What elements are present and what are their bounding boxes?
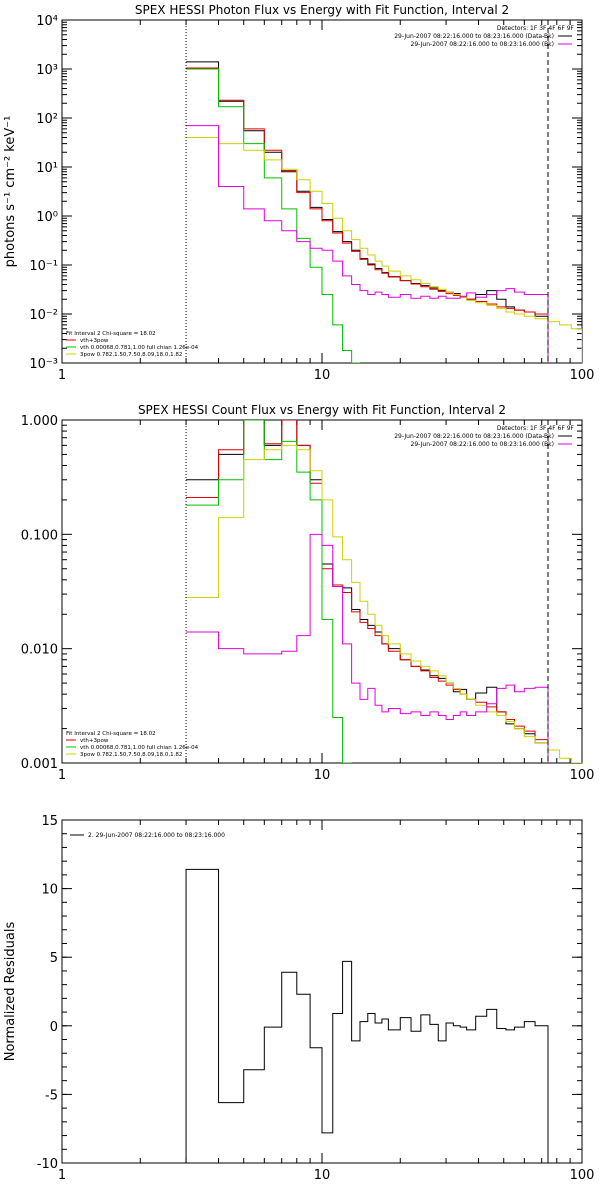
series-4-histogram [186,125,549,363]
x-tick-label: 1 [58,368,66,383]
x-tick-label: 1 [58,1168,66,1183]
y-tick-label: 10¹ [36,161,58,176]
x-tick-label: 10 [314,368,331,383]
y-tick-label: -10 [37,1157,58,1172]
x-tick-label: 10 [314,768,331,783]
bottom-legend-text: Fit Interval 2 Chi-square = 18.02 [66,731,156,737]
plot-area [186,420,582,763]
y-tick-label: 10⁰ [36,210,58,225]
top-legend-text: Detectors: 1F 3F 4F 6F 9F [497,25,575,32]
series-4-histogram [186,533,549,763]
top-legend-text: 29-Jun-2007 08:22:16.000 to 08:23:16.000… [411,41,554,48]
top-legend-text: 29-Jun-2007 08:22:16.000 to 08:23:16.000… [394,433,554,440]
chart-title: SPEX HESSI Photon Flux vs Energy with Fi… [135,3,509,17]
residual-legend-text: 2. 29-Jun-2007 08:22:16.000 to 08:23:16.… [88,832,225,839]
y-tick-label: 5 [50,951,58,966]
y-tick-label: -5 [45,1088,58,1103]
y-tick-label: 10⁴ [36,14,58,29]
x-tick-label: 10 [314,1168,331,1183]
count-flux-panel: SPEX HESSI Count Flux vs Energy with Fit… [21,403,595,783]
top-legend-text: 29-Jun-2007 08:22:16.000 to 08:23:16.000… [394,33,554,40]
top-legend-text: 29-Jun-2007 08:22:16.000 to 08:23:16.000… [411,441,554,448]
y-tick-label: 0.001 [21,757,58,772]
y-tick-label: 10⁻¹ [29,259,58,274]
chart-title: SPEX HESSI Count Flux vs Energy with Fit… [138,403,506,417]
y-tick-label: 0.100 [21,528,58,543]
bottom-legend-text: 3pow 0.782,1.50,7.50,8.09,18.0,1.82 [80,752,182,758]
series-3-histogram [186,137,582,363]
y-tick-label: 15 [41,814,58,829]
top-legend-text: Detectors: 1F 3F 4F 6F 9F [497,425,575,432]
series-3-histogram [186,444,582,763]
x-tick-label: 1 [58,768,66,783]
bottom-legend-text: vth 0.00068,0.781,1.00 full chian 1.26e-… [80,745,199,751]
y-axis-label: Normalized Residuals [3,922,18,1062]
bottom-legend-text: vth+3pow [80,338,109,344]
y-axis-label: photons s⁻¹ cm⁻² keV⁻¹ [3,116,18,268]
bottom-legend-text: Fit Interval 2 Chi-square = 18.02 [66,331,156,337]
bottom-legend-text: vth 0.00068,0.781,1.00 full chian 1.26e-… [80,345,199,351]
x-tick-label: 100 [570,1168,595,1183]
residuals-panel: Normalized Residuals 1 10 100 -10 -5 0 5 10 15 2. … [3,814,594,1183]
plot-area [186,61,582,363]
y-tick-label: 10² [36,112,58,127]
y-tick-label: 10³ [36,63,58,78]
x-tick-label: 100 [570,768,595,783]
y-tick-label: 10⁻² [29,308,58,323]
series-2-histogram [186,68,360,363]
y-tick-label: 10 [41,883,58,898]
y-tick-label: 1.000 [21,414,58,429]
bottom-legend-text: 3pow 0.782,1.50,7.50,8.09,18.0,1.82 [80,352,182,358]
series-1-histogram [186,420,549,763]
photon-flux-panel: SPEX HESSI Photon Flux vs Energy with Fi… [3,3,594,383]
bottom-legend-text: vth+3pow [80,738,109,744]
y-tick-label: 10⁻³ [29,357,58,372]
y-tick-label: 0.010 [21,643,58,658]
plot-area [185,868,549,1163]
series-0-histogram [185,868,549,1163]
y-tick-label: 0 [50,1020,58,1035]
x-tick-label: 100 [570,368,595,383]
